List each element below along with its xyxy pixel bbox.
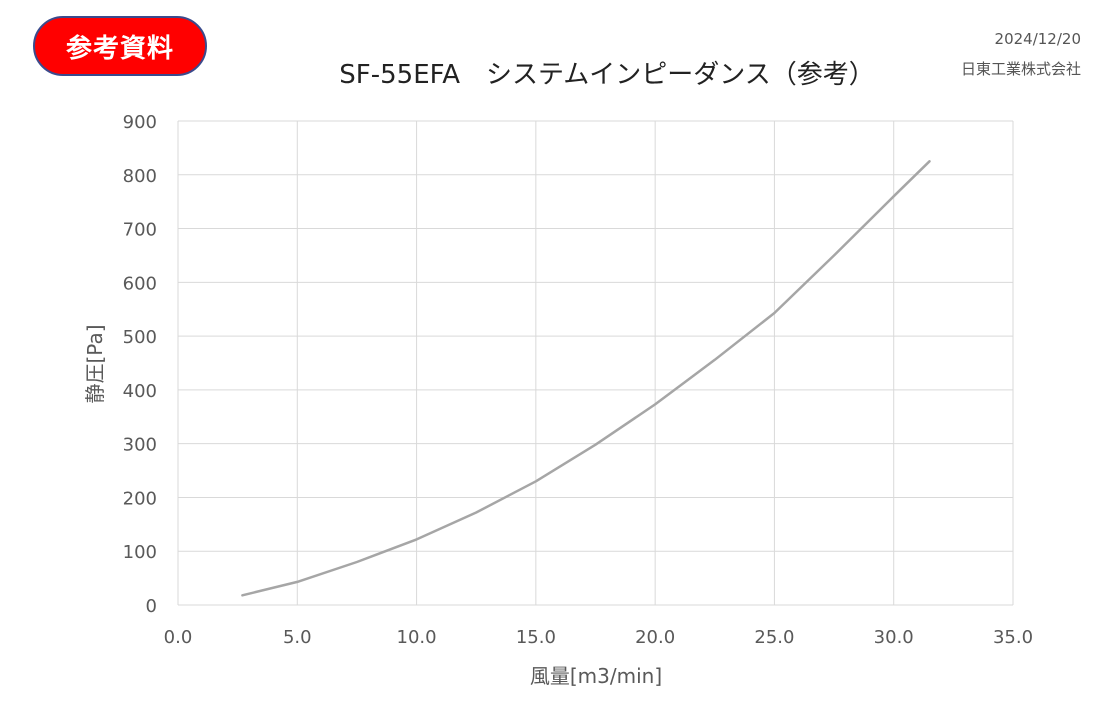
y-tick-label: 700	[123, 220, 157, 241]
company-name: 日東工業株式会社	[960, 60, 1081, 78]
x-tick-label: 15.0	[516, 627, 556, 648]
x-tick-label: 30.0	[874, 627, 914, 648]
axis-ticks: 0.0 5.0 10.0 15.0 20.0 25.0 30.0 35.0 0 100 200 300…	[123, 112, 1033, 648]
y-tick-label: 600	[123, 273, 157, 294]
y-tick-label: 400	[123, 381, 157, 402]
y-axis-title: 静圧[Pa]	[83, 324, 107, 403]
y-tick-label: 500	[123, 327, 157, 348]
y-tick-label: 300	[123, 435, 157, 456]
x-tick-label: 25.0	[754, 627, 794, 648]
y-tick-label: 900	[123, 112, 157, 133]
x-tick-label: 35.0	[993, 627, 1033, 648]
y-tick-label: 200	[123, 488, 157, 509]
grid-lines	[177, 120, 1014, 606]
y-tick-label: 0	[146, 596, 157, 617]
x-tick-label: 10.0	[397, 627, 437, 648]
x-axis-title: 風量[m3/min]	[530, 664, 662, 688]
chart-title: SF-55EFA システムインピーダンス（参考）	[339, 60, 875, 90]
impedance-curve	[241, 160, 931, 597]
series-layer	[241, 160, 931, 597]
reference-material-badge: 参考資料	[33, 16, 207, 76]
x-tick-label: 0.0	[164, 627, 193, 648]
date-label: 2024/12/20	[994, 30, 1081, 48]
y-tick-label: 800	[123, 166, 157, 187]
x-tick-label: 20.0	[635, 627, 675, 648]
y-tick-label: 100	[123, 542, 157, 563]
x-tick-label: 5.0	[283, 627, 312, 648]
